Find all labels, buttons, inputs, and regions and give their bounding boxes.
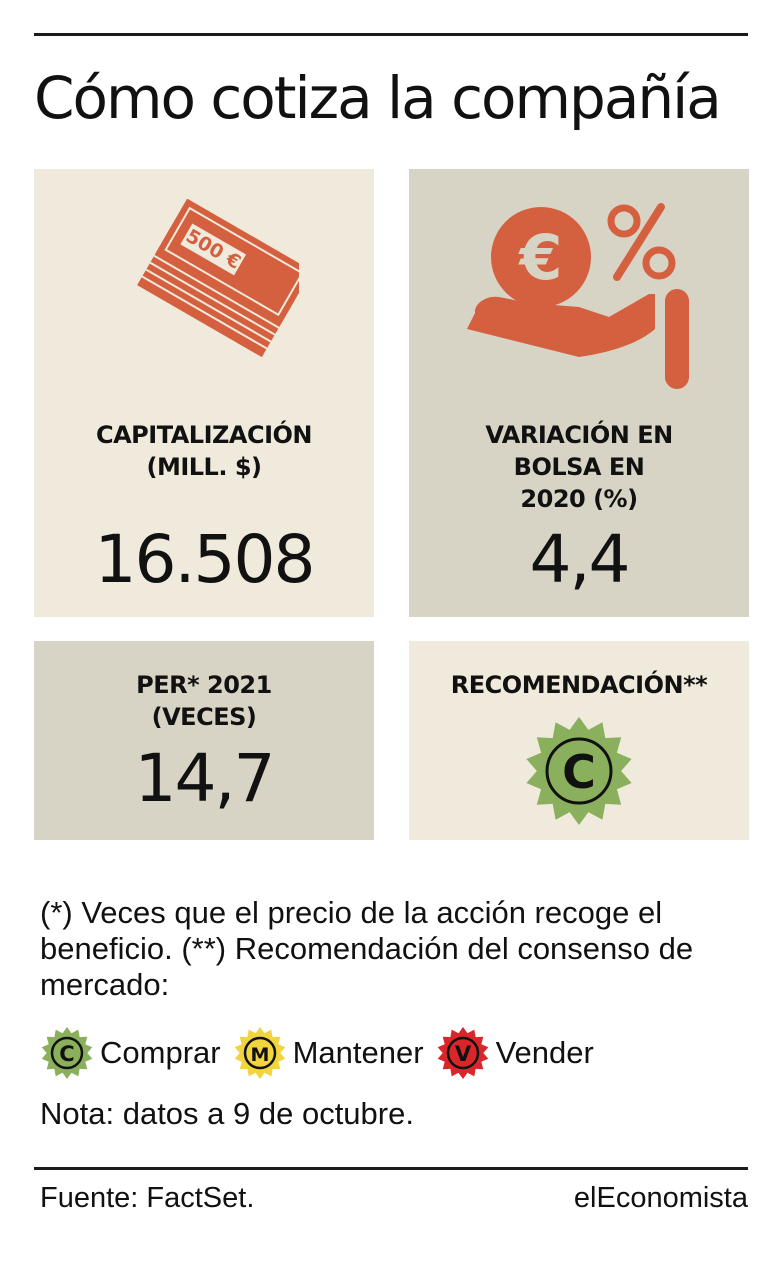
legend-item-vender: V Vender (436, 1026, 594, 1080)
variacion-value: 4,4 (529, 521, 631, 598)
capitalizacion-card: 500 € CAPITALIZACIÓN (MILL. $) 16.508 (34, 169, 374, 617)
mantener-badge-icon: M (234, 1027, 285, 1079)
footer-source: Fuente: FactSet. (40, 1182, 255, 1214)
svg-text:M: M (250, 1044, 269, 1066)
svg-text:V: V (454, 1042, 471, 1066)
legend-label-mantener: Mantener (292, 1035, 424, 1070)
variacion-card: € VARIACIÓN EN BOLSA EN 2020 (%) 4,4 (409, 169, 749, 617)
recommendation-badge-icon: C (526, 717, 632, 825)
footnote-text: (*) Veces que el precio de la acción rec… (40, 895, 694, 1002)
per-value: 14,7 (134, 740, 276, 817)
recommendation-badge-letter: C (562, 745, 596, 799)
vender-badge-icon: V (437, 1027, 488, 1079)
recommendation-legend: C Comprar M Mantener V Vender (40, 1025, 606, 1081)
legend-label-comprar: Comprar (100, 1035, 221, 1070)
recomendacion-card: RECOMENDACIÓN** C (409, 641, 749, 840)
per-card: PER* 2021 (VECES) 14,7 (34, 641, 374, 840)
hand-euro-percent-icon: € (467, 203, 689, 389)
page-title: Cómo cotiza la compañía (34, 64, 722, 132)
capitalizacion-value: 16.508 (94, 521, 316, 598)
capitalizacion-label-line1: CAPITALIZACIÓN (95, 421, 313, 449)
recomendacion-label: RECOMENDACIÓN** (450, 671, 708, 699)
legend-item-mantener: M Mantener (233, 1026, 424, 1080)
per-label-line1: PER* 2021 (136, 671, 272, 699)
variacion-label-line1: VARIACIÓN EN (485, 421, 673, 449)
variacion-label-line2: BOLSA EN (513, 453, 645, 481)
svg-text:C: C (59, 1042, 74, 1066)
footer-brand: elEconomista (573, 1182, 748, 1214)
comprar-badge-icon: C (41, 1027, 93, 1079)
variacion-label-line3: 2020 (%) (520, 485, 638, 513)
per-label-line2: (VECES) (151, 703, 257, 731)
legend-item-comprar: C Comprar (40, 1026, 221, 1080)
capitalizacion-label-line2: (MILL. $) (146, 453, 262, 481)
banknote-stack-icon: 500 € (137, 199, 299, 358)
legend-label-vender: Vender (495, 1035, 594, 1070)
date-note: Nota: datos a 9 de octubre. (40, 1096, 414, 1131)
top-rule (34, 33, 748, 36)
svg-text:€: € (517, 221, 562, 294)
bottom-rule (34, 1167, 748, 1170)
